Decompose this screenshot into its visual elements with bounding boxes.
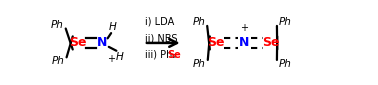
Text: Se: Se — [263, 36, 280, 49]
Text: +: + — [240, 23, 248, 33]
Text: Se: Se — [207, 36, 225, 49]
Text: N: N — [97, 36, 107, 49]
Text: Ph: Ph — [279, 59, 291, 69]
Text: N: N — [239, 36, 249, 49]
Text: iii) Ph₂: iii) Ph₂ — [145, 50, 177, 60]
Text: Ph: Ph — [51, 20, 64, 30]
Text: i) LDA: i) LDA — [145, 17, 174, 27]
Text: Ph: Ph — [192, 17, 205, 27]
Text: Se: Se — [167, 50, 181, 60]
Text: Ph: Ph — [279, 17, 291, 27]
Text: Ph: Ph — [193, 59, 206, 69]
Text: H: H — [116, 52, 124, 62]
Text: Se: Se — [69, 36, 87, 49]
Text: H: H — [108, 22, 116, 32]
Text: Ph: Ph — [52, 56, 65, 66]
Text: ii) NBS: ii) NBS — [145, 33, 178, 43]
Text: +: + — [107, 54, 115, 64]
